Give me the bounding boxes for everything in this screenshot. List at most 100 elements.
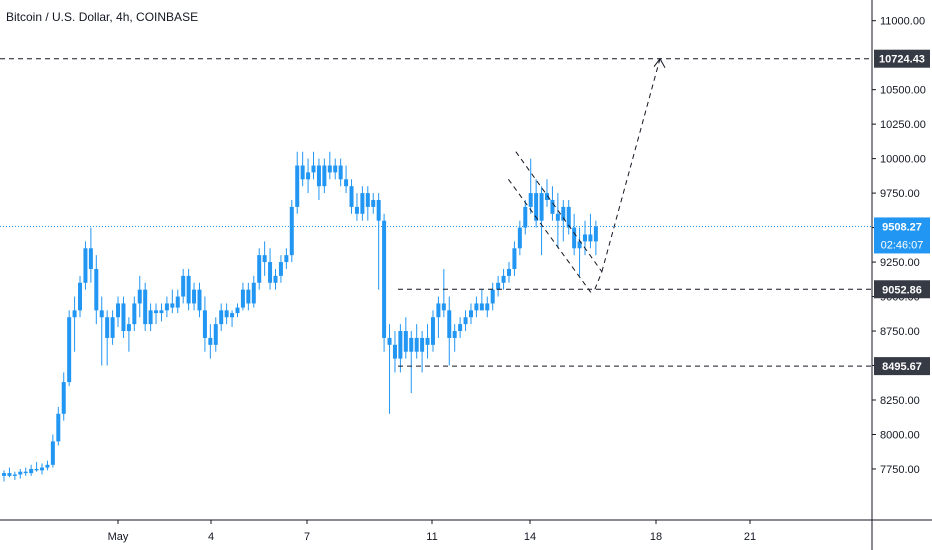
candle-body[interactable] [414,337,419,352]
candle-body[interactable] [121,303,126,332]
candle-body[interactable] [45,464,50,468]
candle-body[interactable] [555,213,560,221]
candle-body[interactable] [18,471,23,475]
candle-body[interactable] [452,331,457,338]
candle-body[interactable] [105,317,110,338]
candle-body[interactable] [295,165,300,207]
candle-body[interactable] [56,413,61,442]
candle-body[interactable] [202,310,207,338]
candle-body[interactable] [137,289,142,304]
candle-body[interactable] [501,275,506,283]
candle-body[interactable] [175,296,180,308]
candle-body[interactable] [268,262,273,283]
candle-body[interactable] [181,275,186,297]
candle-body[interactable] [512,248,517,269]
candle-body[interactable] [458,324,463,332]
candle-body[interactable] [72,310,77,318]
candle-body[interactable] [300,165,305,180]
candle-body[interactable] [371,200,376,207]
candle-body[interactable] [94,268,99,311]
candle-body[interactable] [506,268,511,276]
candle-body[interactable] [67,317,72,383]
channel-upper-line[interactable] [515,151,603,273]
channel-lower-line[interactable] [508,179,594,296]
candle-body[interactable] [116,303,121,318]
candle-body[interactable] [99,310,104,318]
candle-body[interactable] [78,282,83,311]
candle-body[interactable] [50,441,55,465]
candle-body[interactable] [154,310,159,314]
candle-body[interactable] [83,248,88,283]
candle-body[interactable] [441,303,446,311]
candle-body[interactable] [349,186,354,207]
candle-body[interactable] [126,324,131,332]
candle-body[interactable] [436,303,441,318]
candle-body[interactable] [583,234,588,242]
candle-body[interactable] [213,324,218,345]
candle-body[interactable] [192,289,197,304]
candle-body[interactable] [360,193,365,214]
candle-body[interactable] [29,468,34,474]
candle-body[interactable] [40,467,45,471]
candle-body[interactable] [7,473,12,476]
candle-body[interactable] [230,313,235,318]
candle-body[interactable] [34,468,39,471]
candle-body[interactable] [333,165,338,173]
candle-body[interactable] [517,227,522,249]
candle-body[interactable] [392,344,397,359]
candle-body[interactable] [88,248,93,269]
candle-body[interactable] [289,206,294,256]
projection-leg-2[interactable] [601,58,661,272]
candle-body[interactable] [2,473,6,476]
candle-body[interactable] [588,234,593,242]
candle-body[interactable] [338,165,343,180]
candle-body[interactable] [376,200,381,221]
candle-body[interactable] [344,179,349,187]
candle-body[interactable] [425,337,430,345]
candle-body[interactable] [208,337,213,345]
candle-body[interactable] [409,337,414,352]
candle-body[interactable] [322,165,327,187]
candle-body[interactable] [23,471,28,474]
candle-body[interactable] [61,382,66,414]
candle-body[interactable] [132,303,137,325]
candle-body[interactable] [566,206,571,228]
candle-body[interactable] [224,310,229,318]
candle-body[interactable] [306,172,311,180]
candle-body[interactable] [593,226,598,242]
candle-body[interactable] [159,310,164,314]
candle-body[interactable] [170,303,175,308]
candle-body[interactable] [550,200,555,214]
candle-body[interactable] [148,310,153,325]
candle-body[interactable] [12,474,17,476]
candle-body[interactable] [273,275,278,283]
candle-body[interactable] [219,310,224,325]
candle-body[interactable] [534,193,539,221]
candle-body[interactable] [420,337,425,352]
projection-leg-1[interactable] [594,271,603,290]
candle-body[interactable] [382,220,387,338]
candle-body[interactable] [545,193,549,200]
candle-body[interactable] [398,331,403,359]
candle-body[interactable] [251,282,256,304]
candle-body[interactable] [485,303,490,311]
candle-body[interactable] [278,262,283,276]
candle-body[interactable] [354,206,359,214]
candle-body[interactable] [240,289,245,308]
candle-body[interactable] [430,317,435,345]
candle-body[interactable] [143,289,148,325]
candle-body[interactable] [365,193,370,207]
candle-body[interactable] [257,255,262,283]
candle-body[interactable] [327,165,332,173]
candle-body[interactable] [539,193,544,221]
candle-body[interactable] [463,317,468,325]
candle-body[interactable] [262,255,267,263]
candle-body[interactable] [577,241,582,249]
candle-body[interactable] [284,255,289,263]
candle-body[interactable] [164,303,169,311]
candle-body[interactable] [110,317,115,338]
candle-body[interactable] [447,310,452,338]
candle-body[interactable] [479,303,484,311]
candle-body[interactable] [311,165,316,173]
candle-body[interactable] [197,289,202,311]
